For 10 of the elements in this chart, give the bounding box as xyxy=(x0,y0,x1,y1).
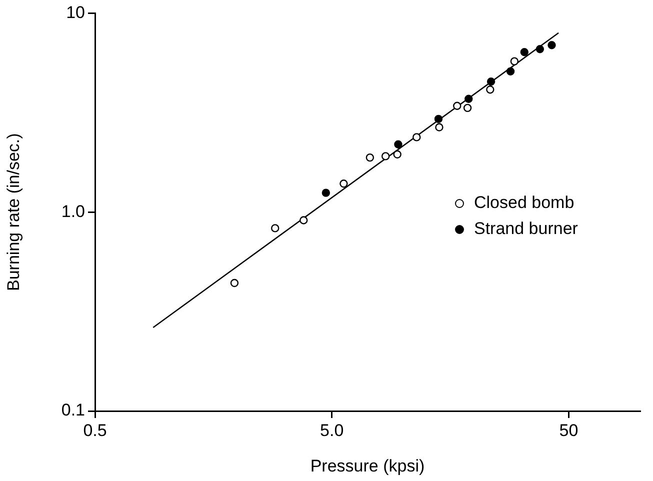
x-axis-title: Pressure (kpsi) xyxy=(310,456,425,476)
y-tick-label: 10 xyxy=(66,2,85,22)
y-tick-label: 1.0 xyxy=(61,202,85,221)
x-tick-label: 0.5 xyxy=(83,420,107,440)
y-axis-title: Burning rate (in/sec.) xyxy=(4,133,23,291)
legend-label: Strand burner xyxy=(473,218,578,240)
y-tick-label: 0.1 xyxy=(61,400,85,420)
x-tick-label: 50 xyxy=(559,420,578,440)
x-tick-label: 5.0 xyxy=(320,420,344,440)
legend-label: Closed bomb xyxy=(473,192,576,214)
